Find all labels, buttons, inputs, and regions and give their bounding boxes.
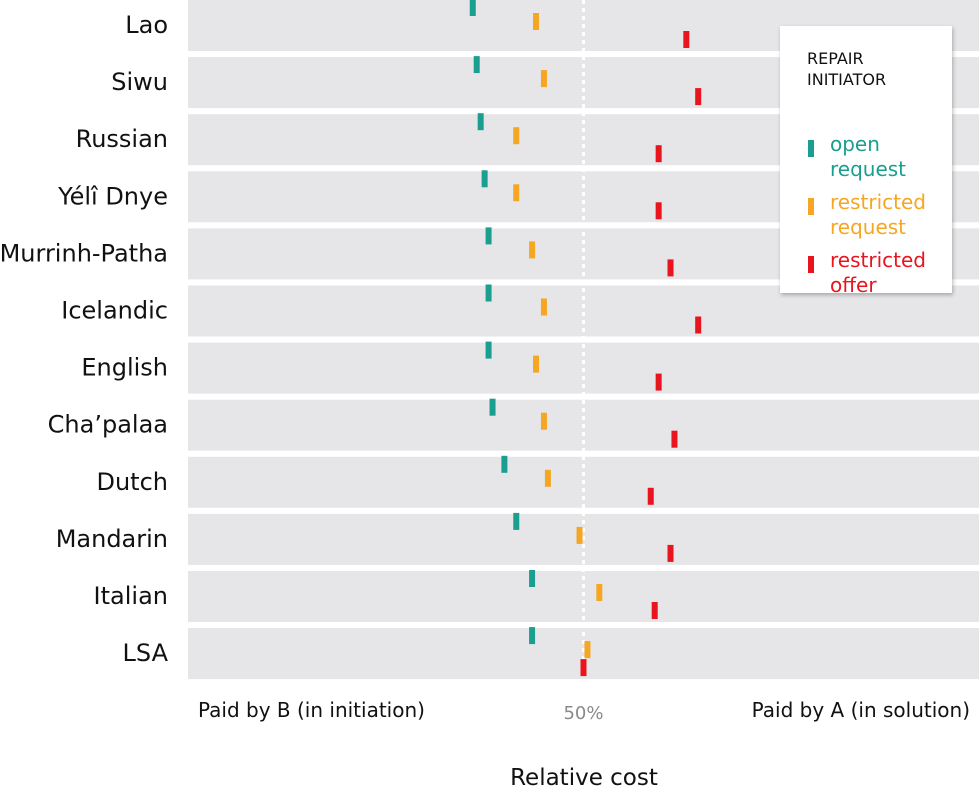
mark-restricted-request [513,184,520,202]
mark-open-request [513,512,520,530]
mark-open-request [473,56,480,74]
legend-label-restricted-offer: restricted offer [830,248,926,297]
category-label: Dutch [96,468,168,496]
mark-restricted-request [529,241,536,259]
mark-open-request [469,0,476,16]
mark-open-request [489,398,496,416]
mark-restricted-offer [695,316,702,334]
legend-swatch-restricted-request [808,198,814,215]
legend-swatch-restricted-offer [808,256,814,273]
mark-restricted-request [596,584,603,601]
mark-restricted-request [533,355,540,373]
category-label: Italian [94,582,168,610]
x-right-label: Paid by A (in solution) [752,698,970,722]
mark-restricted-offer [671,430,678,448]
mark-open-request [529,570,536,587]
mark-restricted-request [576,526,583,544]
legend-label-restricted-request: restricted request [830,190,926,239]
center-tick-label: 50% [563,703,603,724]
category-labels: Lao Siwu Russian Yélî Dnye Murrinh-Patha Icel… [0,11,169,667]
category-label: Yélî Dnye [57,182,168,210]
mark-restricted-offer [667,544,674,562]
mark-open-request [529,627,536,645]
mark-restricted-request [513,127,520,145]
mark-restricted-offer [647,487,654,505]
mark-restricted-request [533,13,540,30]
x-left-label: Paid by B (in initiation) [198,698,425,722]
category-label: Russian [76,125,168,153]
mark-restricted-offer [695,88,702,106]
mark-open-request [485,227,492,245]
mark-open-request [485,284,492,302]
mark-restricted-request [540,298,547,316]
mark-restricted-request [544,469,551,487]
mark-restricted-request [540,412,547,430]
category-label: Icelandic [61,297,168,325]
legend-label-open-request: open request [830,132,907,181]
legend: REPAIR INITIATOR open request restricted… [780,26,952,297]
mark-restricted-request [540,70,547,88]
category-label: Lao [125,11,168,39]
mark-restricted-offer [655,373,662,391]
mark-restricted-offer [580,659,587,677]
mark-restricted-offer [655,202,662,220]
mark-open-request [501,455,508,473]
category-label: Siwu [111,68,168,96]
data-marks [469,0,702,677]
mark-restricted-offer [683,31,690,48]
category-label: Murrinh-Patha [0,239,168,267]
category-label: English [81,354,168,382]
mark-restricted-offer [655,145,662,163]
mark-restricted-offer [667,259,674,277]
mark-restricted-offer [651,602,658,619]
legend-title: REPAIR INITIATOR [807,49,887,89]
category-label: Cha’palaa [48,411,168,439]
category-label: LSA [123,639,169,667]
mark-open-request [481,170,488,188]
mark-open-request [485,341,492,359]
mark-open-request [477,113,484,131]
category-label: Mandarin [56,525,168,553]
x-axis-title: Relative cost [510,765,658,788]
legend-swatch-open-request [808,140,814,157]
mark-restricted-request [584,641,591,659]
